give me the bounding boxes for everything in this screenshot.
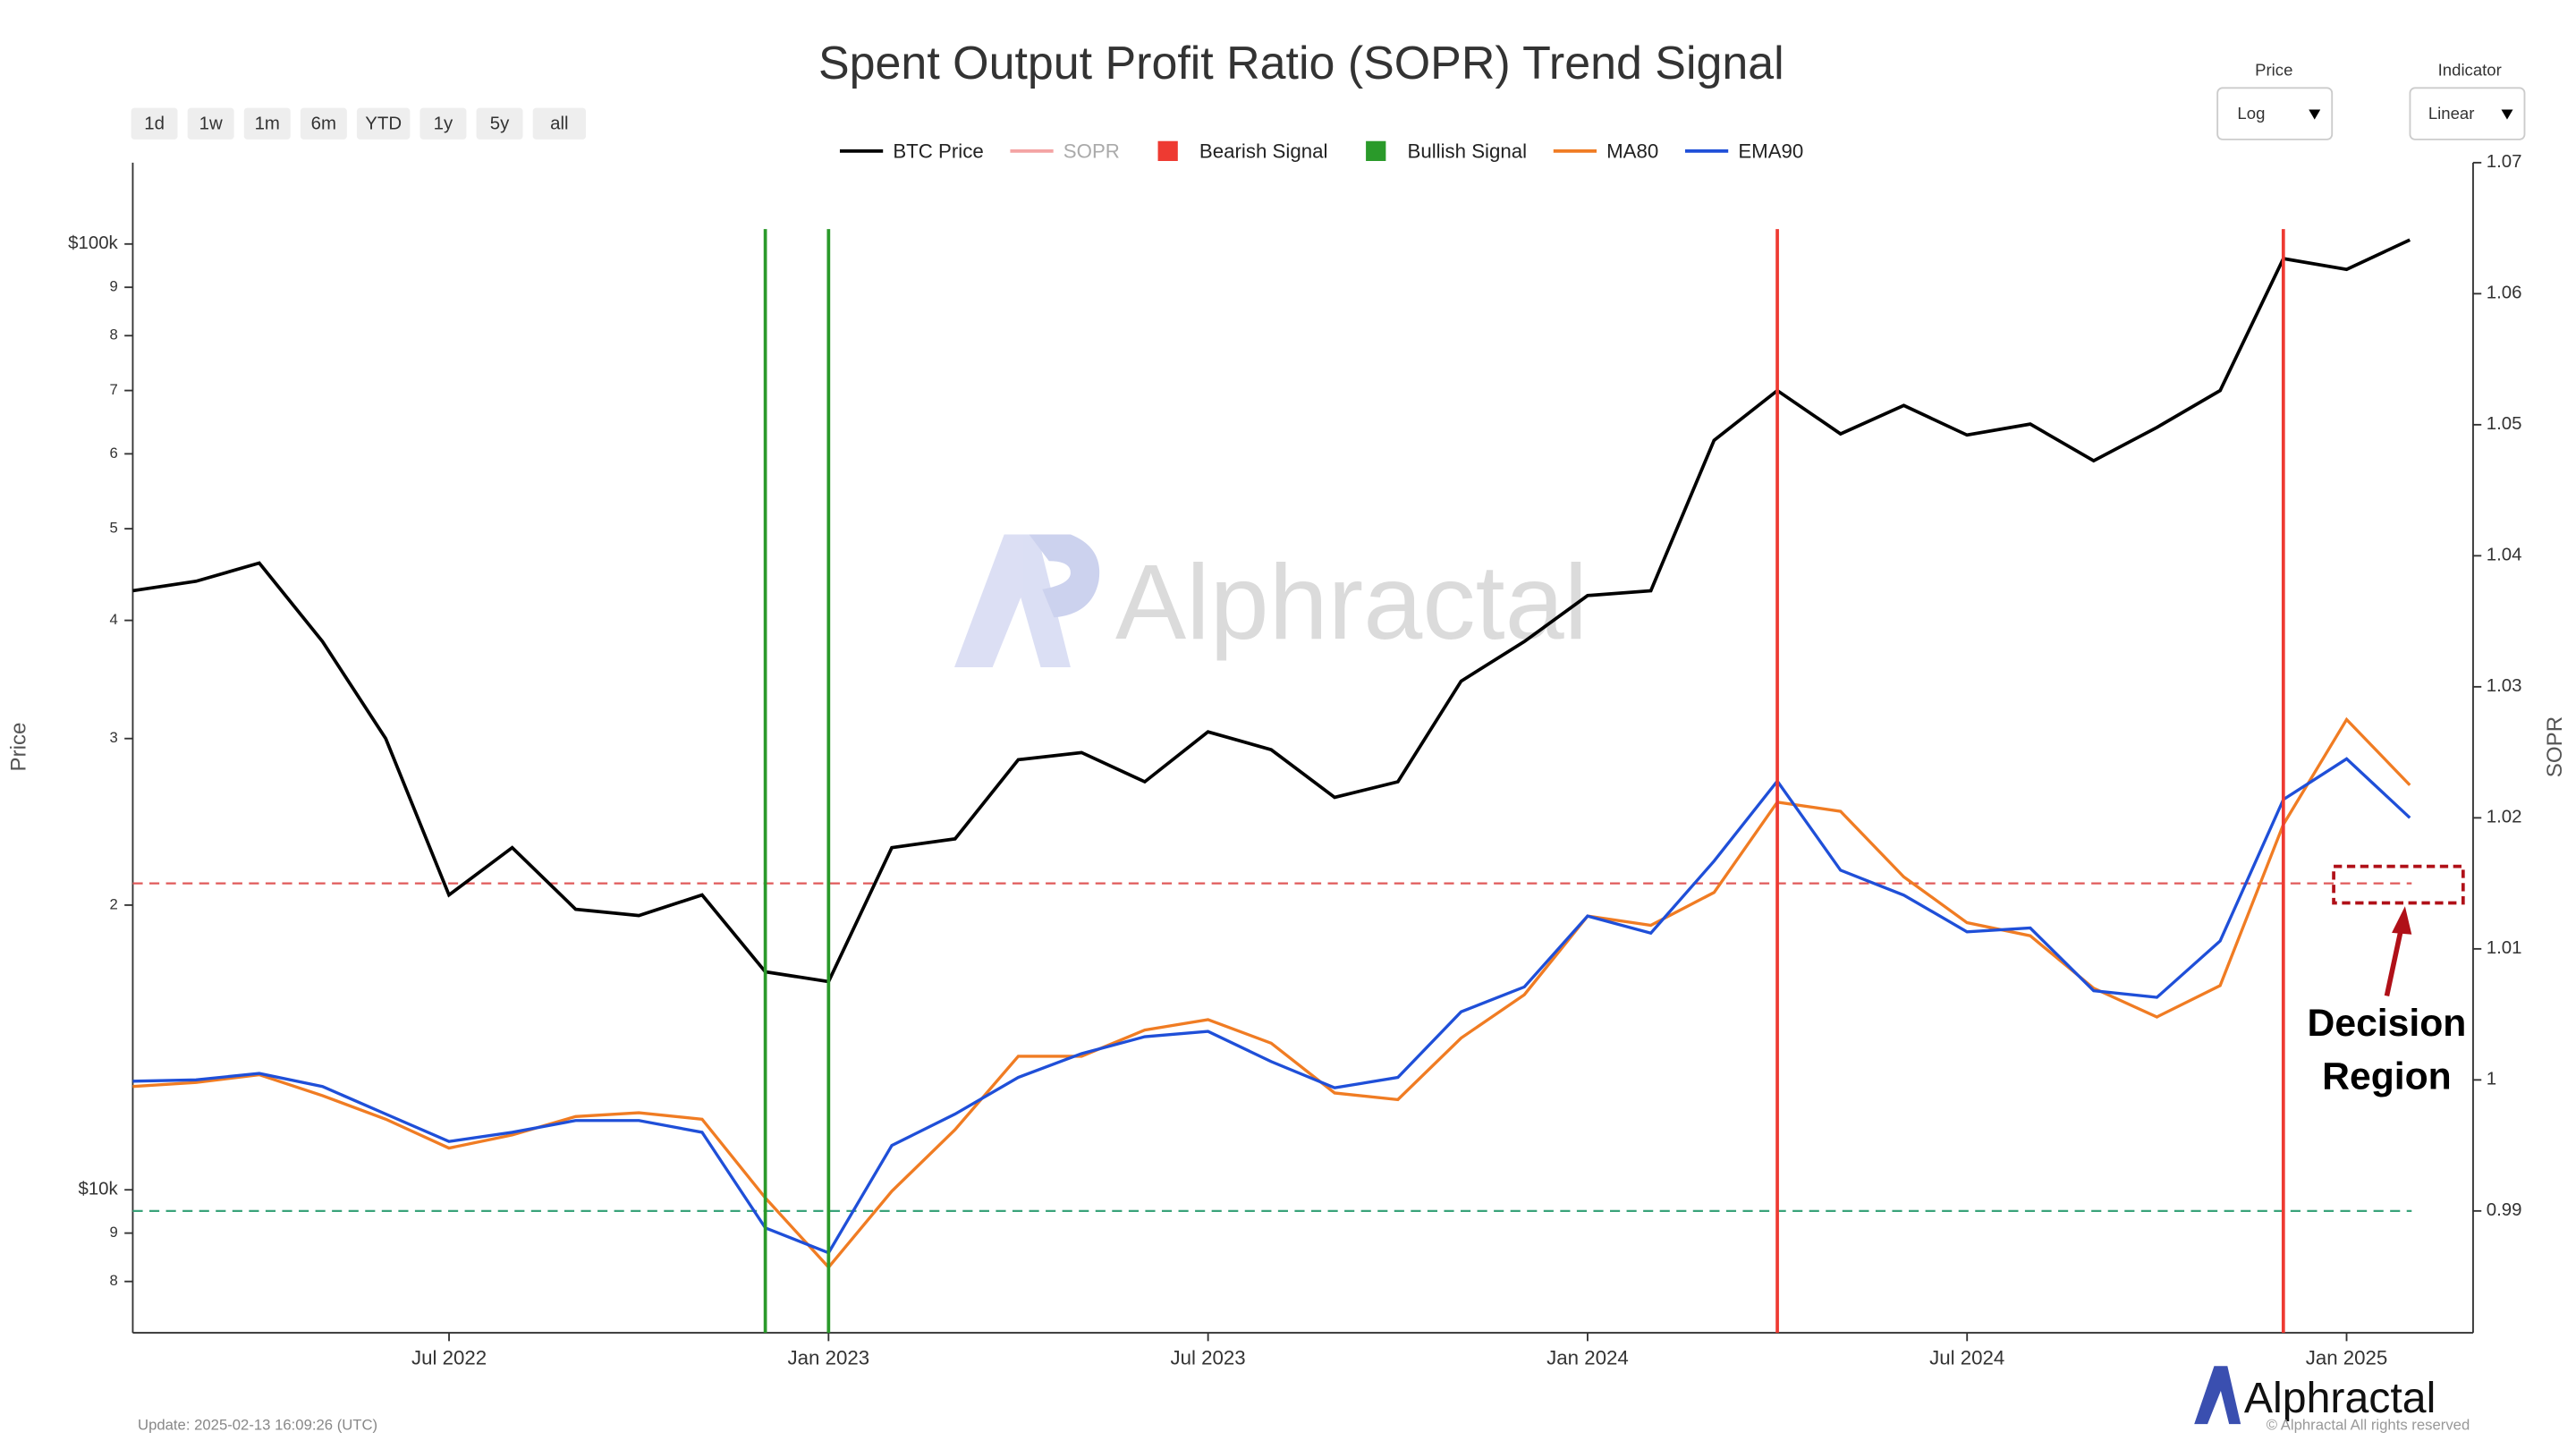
legend-label[interactable]: SOPR [1063, 140, 1120, 163]
chart-title: Spent Output Profit Ratio (SOPR) Trend S… [818, 38, 1784, 89]
dropdown-box[interactable] [2409, 87, 2526, 140]
x-tick-label: Jul 2024 [1929, 1347, 2004, 1369]
annotation-text: Decision [2308, 1002, 2467, 1045]
x-tick-label: Jul 2023 [1171, 1347, 1246, 1369]
legend-item[interactable]: MA80 [1553, 140, 1659, 163]
y-tick-label: 8 [109, 1272, 117, 1289]
dropdown[interactable]: Linear [2409, 87, 2526, 140]
logo: Alphractal © Alphractal All rights reser… [2194, 1366, 2470, 1433]
y-tick-label: 5 [109, 520, 117, 537]
y2-tick-label: 0.99 [2487, 1200, 2522, 1220]
range-button[interactable]: 5y [476, 107, 523, 140]
y2-tick-label: 1.05 [2487, 414, 2522, 434]
dropdown-box[interactable] [2216, 87, 2334, 140]
legend-label[interactable]: Bullish Signal [1407, 140, 1527, 163]
range-button[interactable]: 1w [187, 107, 234, 140]
y2-tick-label: 1.04 [2487, 546, 2522, 565]
range-button-label[interactable]: 1m [255, 114, 280, 134]
y-tick-label: $100k [68, 233, 118, 253]
y2-tick-label: 1.07 [2487, 152, 2522, 172]
range-button-label[interactable]: 1w [199, 114, 223, 134]
decision-box [2332, 864, 2465, 905]
range-button-box[interactable] [131, 107, 178, 140]
annotation-text: Region [2322, 1055, 2452, 1097]
range-button-box[interactable] [300, 107, 347, 140]
y2-axis-title: SOPR [2543, 716, 2567, 777]
range-button[interactable]: 1d [131, 107, 178, 140]
range-button[interactable]: YTD [356, 107, 411, 140]
dropdown-value[interactable]: Linear [2428, 104, 2475, 123]
range-button-box[interactable] [476, 107, 523, 140]
range-button-box[interactable] [243, 107, 291, 140]
range-button-box[interactable] [419, 107, 467, 140]
watermark: Alphractal [954, 534, 1588, 667]
range-button-label[interactable]: 1d [144, 114, 165, 134]
range-button-label[interactable]: all [550, 114, 568, 134]
y2-tick-label: 1 [2487, 1070, 2496, 1089]
annotation-arrowhead [2392, 906, 2412, 935]
dropdown-arrow[interactable] [2309, 109, 2321, 120]
legend-label[interactable]: BTC Price [893, 140, 983, 163]
y-tick-label: 7 [109, 381, 117, 398]
y2-tick-label: 1.01 [2487, 938, 2522, 958]
dropdown-arrow[interactable] [2501, 109, 2513, 120]
range-button-label[interactable]: YTD [365, 114, 402, 134]
x-tick-label: Jan 2023 [788, 1347, 870, 1369]
x-tick-label: Jan 2025 [2306, 1347, 2388, 1369]
legend-swatch[interactable] [1366, 140, 1386, 161]
watermark-icon [1029, 534, 1100, 618]
range-button-label[interactable]: 5y [490, 114, 510, 134]
update-note: Update: 2025-02-13 16:09:26 (UTC) [138, 1416, 377, 1433]
control-label: Price [2255, 61, 2292, 80]
range-button[interactable]: 1y [419, 107, 467, 140]
legend-item[interactable]: EMA90 [1684, 140, 1803, 163]
dropdown-value[interactable]: Log [2237, 104, 2265, 123]
y-tick-label: 4 [109, 611, 117, 628]
y-tick-label: 2 [109, 895, 117, 912]
watermark-icon [954, 534, 1071, 667]
y-tick-label: 9 [109, 278, 117, 295]
legend-item[interactable]: Bullish Signal [1366, 140, 1527, 163]
watermark-text: Alphractal [1115, 543, 1588, 662]
control-label: Indicator [2438, 61, 2502, 80]
y-tick-label: $10k [78, 1180, 118, 1199]
legend-label[interactable]: Bearish Signal [1199, 140, 1327, 163]
y-axis-title: Price [7, 723, 31, 772]
legend-item[interactable]: BTC Price [839, 140, 984, 163]
x-tick-label: Jan 2024 [1546, 1347, 1629, 1369]
legend-item[interactable]: Bearish Signal [1157, 140, 1328, 163]
legend-label[interactable]: EMA90 [1738, 140, 1803, 163]
y-tick-label: 6 [109, 445, 117, 462]
range-button-box[interactable] [187, 107, 234, 140]
y-tick-label: 9 [109, 1224, 117, 1241]
legend-item[interactable]: SOPR [1010, 140, 1120, 163]
range-button-box[interactable] [532, 107, 587, 140]
y-tick-label: 8 [109, 326, 117, 343]
range-button[interactable]: 1m [243, 107, 291, 140]
y2-tick-label: 1.03 [2487, 676, 2522, 696]
logo-text: Alphractal [2244, 1374, 2436, 1422]
y2-tick-label: 1.02 [2487, 808, 2522, 827]
legend-swatch[interactable] [1157, 140, 1178, 161]
range-button[interactable]: 6m [300, 107, 347, 140]
dropdown[interactable]: Log [2216, 87, 2334, 140]
x-tick-label: Jul 2022 [411, 1347, 487, 1369]
series-line [132, 757, 2411, 1255]
y2-tick-label: 1.06 [2487, 284, 2522, 303]
copyright: © Alphractal All rights reserved [2267, 1416, 2470, 1433]
y-tick-label: 3 [109, 729, 117, 746]
range-button-box[interactable] [356, 107, 411, 140]
annotation-arrow [2384, 925, 2404, 996]
series-line [132, 716, 2411, 1270]
series-line [132, 238, 2411, 984]
range-button-label[interactable]: 1y [434, 114, 453, 134]
range-button-label[interactable]: 6m [311, 114, 336, 134]
logo-icon [2194, 1366, 2241, 1425]
range-button[interactable]: all [532, 107, 587, 140]
legend-label[interactable]: MA80 [1606, 140, 1658, 163]
